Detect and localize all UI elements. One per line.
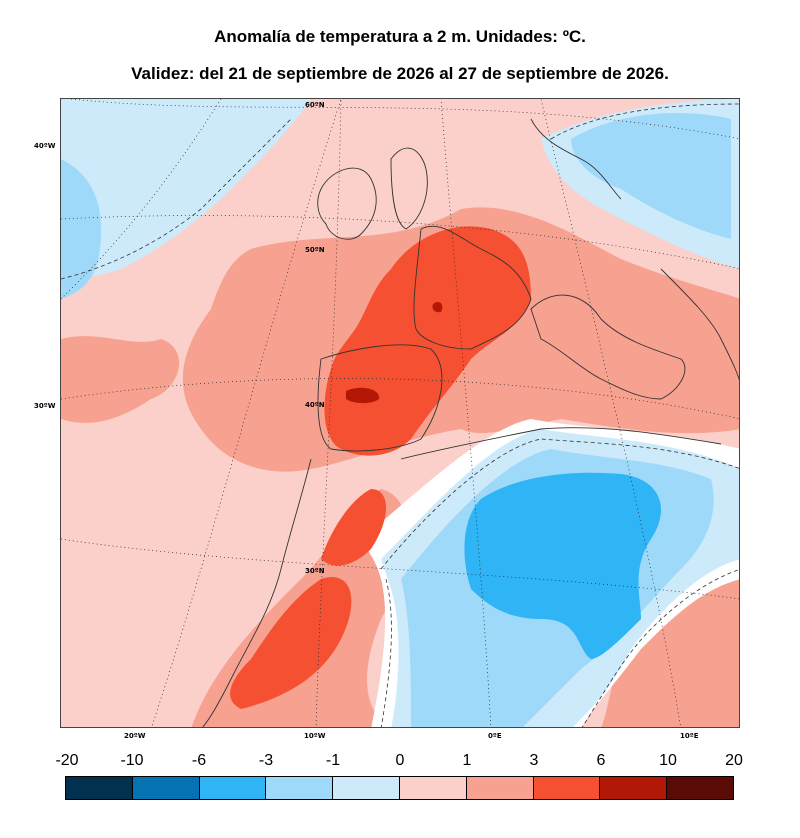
graticule [61,99,739,727]
lon-label-10w: 10ºW [304,732,326,740]
coastlines [202,118,739,727]
colorbar-segment [132,777,200,799]
anomaly-6-10-region [346,387,380,404]
lat-label-30n: 30ºN [305,567,325,575]
colorbar-tick: -1 [325,752,341,769]
anomaly-1-3-region [601,569,739,727]
colorbar-tick: -20 [55,752,79,769]
colorbar-tick: -10 [120,752,144,769]
lon-label-40w: 40ºW [34,142,56,150]
colorbar-segment [66,777,133,799]
anomaly-minus1-0-region [61,99,311,279]
colorbar-segment [667,777,733,799]
anomaly-3-6-region [321,489,386,566]
colorbar-tick: 10 [659,752,677,769]
colorbar-tick: 20 [725,752,743,769]
lat-label-60n: 60ºN [305,101,325,109]
lon-label-20w: 20ºW [124,732,146,740]
colorbar-segment [399,777,467,799]
lon-label-0e: 0ºE [488,732,502,740]
colorbar-segment [333,777,400,799]
temperature-anomaly-map: 60ºN 50ºN 40ºN 30ºN [60,98,740,728]
colorbar-tick: 6 [596,752,606,769]
anomaly-6-10-region [432,301,443,313]
colorbar-segment [466,777,534,799]
zero-contours [61,103,739,727]
colorbar-tick: -6 [191,752,207,769]
anomaly-3-6-region [230,577,352,709]
map-title: Anomalía de temperatura a 2 m. Unidades:… [214,27,586,46]
lat-label-40n: 40ºN [305,401,325,409]
colorbar-tick: 0 [395,752,405,769]
anomaly-1-3-region [61,336,180,423]
lon-label-10e: 10ºE [680,732,699,740]
colorbar-segment [533,777,601,799]
map-subtitle: Validez: del 21 de septiembre de 2026 al… [131,64,669,83]
anomaly-minus3-minus1-region [571,113,731,239]
colorbar-tick: 1 [462,752,472,769]
anomaly-minus6-minus3-region [464,472,661,659]
colorbar-segment [266,777,334,799]
lat-label-50n: 50ºN [305,246,325,254]
lon-label-30w: 30ºW [34,402,56,410]
map-canvas [61,99,739,727]
colorbar-tick: 3 [529,752,539,769]
anomaly-minus3-minus1-region [61,159,101,299]
colorbar-segment [199,777,267,799]
colorbar-tick: -3 [258,752,274,769]
colorbar [65,776,734,800]
colorbar-segment [600,777,668,799]
